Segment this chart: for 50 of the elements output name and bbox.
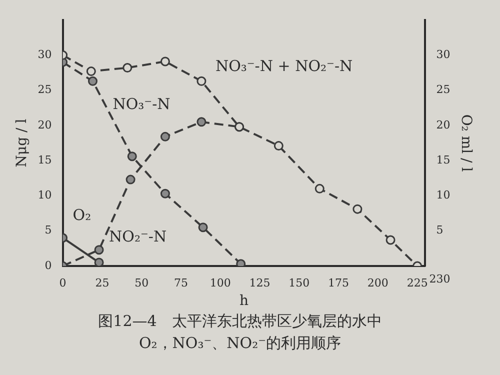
series-label: NO₂⁻-N bbox=[109, 228, 167, 246]
point bbox=[126, 174, 136, 184]
point bbox=[122, 63, 132, 73]
annotation: 230 bbox=[429, 272, 450, 286]
series-label: NO₃⁻-N bbox=[112, 95, 170, 114]
y2-axis-title: O₂ ml / l bbox=[458, 114, 474, 172]
x-tick-label: 125 bbox=[249, 276, 270, 290]
point bbox=[94, 245, 104, 255]
point bbox=[198, 222, 208, 232]
series-label: NO₃⁻-N + NO₂⁻-N bbox=[215, 57, 353, 76]
point bbox=[274, 141, 284, 151]
series-label: O₂ bbox=[72, 206, 92, 224]
y-axis-title: Nμg / l bbox=[14, 118, 30, 168]
y2-tick-label: 10 bbox=[436, 188, 450, 202]
x-tick-label: 100 bbox=[210, 276, 231, 290]
point bbox=[160, 132, 170, 142]
y2-tick-label: 15 bbox=[436, 153, 450, 166]
point bbox=[196, 117, 206, 127]
y-tick-label: 0 bbox=[44, 258, 52, 272]
x-tick-label: 25 bbox=[95, 276, 110, 290]
x-tick-label: 225 bbox=[406, 276, 428, 290]
point bbox=[386, 235, 396, 245]
y2-tick-label: 5 bbox=[436, 224, 444, 237]
y2-tick-label: 20 bbox=[436, 118, 450, 132]
x-tick-label: 175 bbox=[328, 276, 350, 290]
point bbox=[314, 184, 324, 194]
x-tick-label: 200 bbox=[367, 276, 388, 290]
point bbox=[160, 188, 170, 198]
x-tick-label: 0 bbox=[59, 276, 66, 290]
point bbox=[160, 56, 170, 66]
y-tick-label: 15 bbox=[38, 153, 52, 166]
x-tick-label: 75 bbox=[174, 276, 188, 290]
y2-tick-label: 30 bbox=[436, 48, 450, 61]
x-tick-label: 150 bbox=[288, 276, 310, 290]
y-tick-label: 5 bbox=[44, 224, 52, 237]
y-tick-label: 10 bbox=[38, 188, 52, 202]
caption: 图12—4 太平洋东北热带区少氧层的水中 bbox=[97, 311, 383, 332]
point bbox=[352, 204, 362, 214]
point bbox=[236, 259, 246, 266]
point bbox=[88, 76, 98, 86]
point bbox=[86, 66, 96, 76]
y-tick-label: 25 bbox=[38, 83, 52, 96]
x-tick-label: 50 bbox=[134, 276, 149, 290]
y2-tick-label: 25 bbox=[436, 83, 450, 96]
point bbox=[196, 76, 206, 86]
y-tick-label: 20 bbox=[38, 118, 52, 132]
y-tick-label: 30 bbox=[38, 48, 52, 61]
text: O₂，NO₃⁻、NO₂⁻的利用顺序 bbox=[138, 333, 342, 354]
point bbox=[127, 152, 137, 162]
x-axis-title: h bbox=[239, 293, 249, 310]
